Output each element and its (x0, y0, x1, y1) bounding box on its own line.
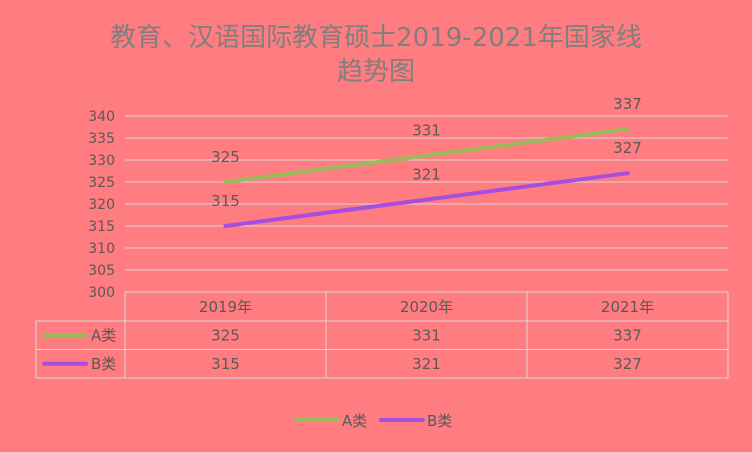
table-series-name: A类 (91, 326, 116, 344)
chart-title-line-2: 趋势图 (337, 57, 415, 87)
x-category-label: 2019年 (199, 298, 252, 316)
x-category-label: 2020年 (400, 298, 453, 316)
y-tick-label: 335 (88, 131, 115, 147)
table-cell-value: 331 (412, 326, 441, 344)
table-series-name: B类 (91, 355, 116, 373)
data-label: 321 (412, 166, 441, 184)
table-cell-value: 315 (211, 355, 240, 373)
y-tick-label: 300 (88, 285, 115, 301)
y-tick-label: 320 (88, 197, 115, 213)
chart-title-line-1: 教育、汉语国际教育硕士2019-2021年国家线 (110, 23, 642, 53)
data-label: 315 (211, 192, 240, 210)
table-cell-value: 327 (613, 355, 642, 373)
data-label: 331 (412, 122, 441, 140)
y-tick-label: 315 (88, 219, 115, 235)
y-tick-label: 325 (88, 175, 115, 191)
data-label: 325 (211, 148, 240, 166)
data-point (223, 180, 228, 184)
y-tick-label: 330 (88, 153, 115, 169)
data-point (424, 153, 429, 158)
table-cell-value: 325 (211, 326, 240, 344)
x-category-label: 2021年 (601, 298, 654, 316)
legend-label: B类 (427, 412, 452, 430)
data-point (625, 171, 630, 176)
data-label: 337 (613, 95, 642, 113)
data-point (424, 197, 429, 202)
y-tick-label: 340 (88, 109, 115, 125)
y-tick-label: 305 (88, 263, 115, 279)
table-cell-value: 337 (613, 326, 642, 344)
data-point (223, 224, 228, 228)
table-cell-value: 321 (412, 355, 441, 373)
data-label: 327 (613, 139, 642, 157)
legend-label: A类 (342, 412, 367, 430)
y-tick-label: 310 (88, 241, 115, 257)
data-point (625, 127, 630, 132)
